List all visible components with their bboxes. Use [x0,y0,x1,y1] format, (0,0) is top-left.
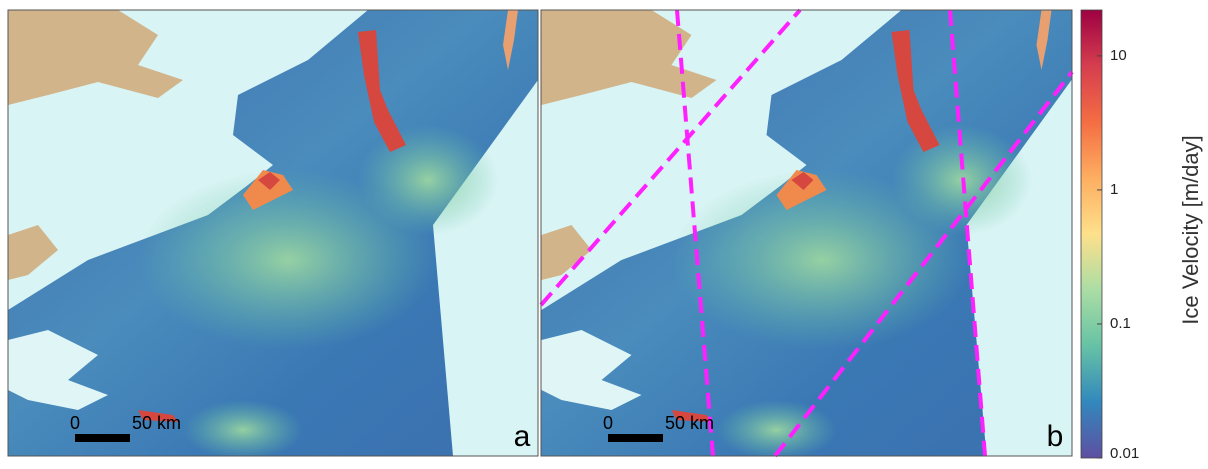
colorbar-bar [1081,10,1102,458]
colorbar: 10 1 0.1 0.01 [1081,10,1139,462]
scale-start: 0 [603,413,613,433]
panel-a: 0 50 km a [8,10,538,460]
scale-end: 50 km [665,413,714,433]
tick-label: 0.01 [1110,445,1139,462]
scale-end: 50 km [132,413,181,433]
panel-label: a [514,420,531,453]
scale-start: 0 [70,413,80,433]
tick-label: 0.1 [1110,315,1131,332]
tick-label: 10 [1110,47,1127,64]
figure: 0 50 km a 0 50 km b 10 1 0.1 0.01 Ice Veloc… [0,0,1208,464]
panel-b: 0 50 km b [541,10,1072,460]
panel-label: b [1047,420,1064,453]
tick-label: 1 [1110,181,1118,198]
colorbar-label: Ice Velocity [m/day] [1178,135,1203,325]
